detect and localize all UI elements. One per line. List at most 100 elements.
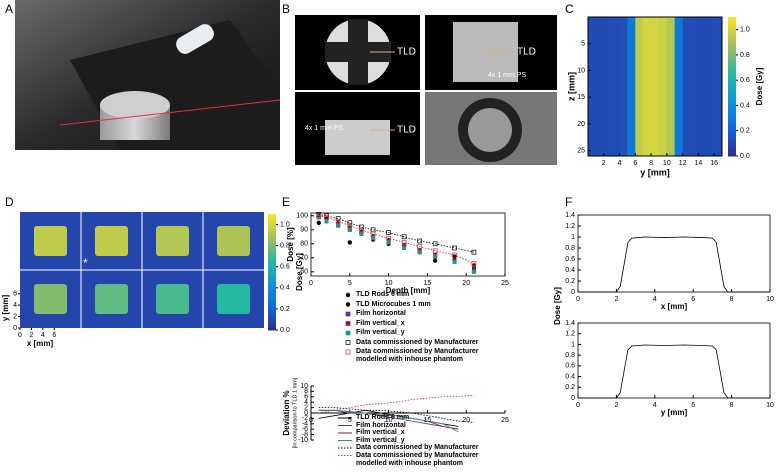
colorbar-cell [268,286,276,290]
heat-column [595,17,605,156]
colorbar-tick-label: 0.0 [740,153,750,160]
marker [324,219,329,224]
colorbar-cell [268,219,276,224]
colorbar-cell [728,145,736,150]
colorbar-cell [728,23,736,28]
y-tick-label: 1.2 [565,331,575,338]
marker [417,238,422,244]
plot-frame [577,322,771,399]
dose-square [156,226,189,256]
colorbar-tick-label: 0.6 [280,264,290,271]
marker [452,252,457,258]
legend-label: Film vertical_x [356,429,405,436]
tld-label: TLD [517,47,536,58]
y-tick-label: -2 [302,415,308,422]
colorbar-tick-label: 0.6 [740,77,750,84]
ct-1-cross [325,42,391,62]
colorbar-cell [268,274,276,279]
colorbar-cell [728,58,736,63]
marker [359,227,364,233]
laser [59,99,281,126]
legend-marker [345,311,351,317]
dose-square [217,284,250,314]
marker [433,254,438,259]
y-tick-label: 0.2 [565,384,575,391]
legend-label: Film vertical_x [356,319,405,327]
dose-square [217,226,250,256]
colorbar-cell [728,142,736,147]
y-tick-label: 1 [571,341,575,348]
x-tick-label: 25 [501,280,509,287]
y-tick-label: 0 [13,325,17,332]
marker [371,236,376,241]
y-tick-label: 4 [13,302,17,309]
x-tick-label: 5 [348,417,352,424]
legend-label: Data commissioned by Manufacturer [356,444,479,451]
colorbar-tick-label: 0.4 [280,285,290,292]
colorbar-cell [728,48,736,53]
colorbar-cell [268,214,276,218]
dose-square [34,226,67,256]
marker [347,227,352,232]
colorbar-cell [268,251,276,256]
colorbar-cell [268,231,276,235]
colorbar-cell [268,254,276,258]
y-tick-label: 0 [304,410,308,417]
x-tick-label: 10 [385,417,393,424]
colorbar-tick-label: 0.0 [280,327,290,334]
tld-label: TLD [397,125,416,136]
marker [432,258,438,263]
plot-frame [310,212,506,277]
colorbar-cell [268,272,276,276]
x-tick-label: 16 [710,160,718,167]
y-tick-label: 0.8 [565,352,575,359]
heat-column [627,17,636,156]
y-tick-label: 6 [304,394,308,401]
colorbar-cell [728,27,736,32]
x-tick-label: 4 [41,332,45,339]
x-tick-label: 20 [462,417,470,424]
colorbar-cell [268,216,276,221]
marker [452,245,457,251]
ps-label: 4x 1 mm PS [488,72,526,79]
heat-column [643,17,652,156]
x-tick-label: 2 [614,402,618,409]
y-tick-label: 1.4 [565,212,575,219]
colorbar-cell [728,96,736,101]
colorbar-cell [728,51,736,56]
colorbar-cell [728,128,736,133]
colorbar-cell [728,135,736,140]
x-tick-label: 6 [633,160,637,167]
colorbar-cell [268,321,276,325]
legend-marker [345,292,351,298]
plot-frame [577,214,771,293]
legend-label: Film horizontal [356,421,406,429]
marker [316,215,321,220]
y-axis-label: y [mm] [1,295,10,322]
heat-column [698,17,707,156]
colorbar-cell [268,260,276,264]
colorbar-cell [268,234,276,238]
colorbar-cell [728,138,736,143]
marker [471,269,476,274]
y-tick-label: 2 [13,313,17,320]
colorbar-cell [728,114,736,119]
colorbar-cell [268,327,276,331]
colorbar-tick-label: 0.2 [740,128,750,135]
colorbar-cell [268,303,276,308]
colorbar-tick-label: 0.8 [280,242,290,249]
y-tick-label: 0.8 [565,245,575,252]
y-tick-label: 6 [13,291,17,298]
x-tick-label: 10 [766,296,774,303]
x-tick-label: 4 [653,296,657,303]
colorbar-cell [268,312,276,316]
colorbar-cell [268,225,276,229]
marker [386,240,391,245]
x-tick-label: 15 [424,417,432,424]
colorbar-cell [728,117,736,122]
colorbar-cell [728,103,736,108]
x-tick-label: 10 [766,402,774,409]
colorbar-tick-label: 0.2 [280,306,290,313]
